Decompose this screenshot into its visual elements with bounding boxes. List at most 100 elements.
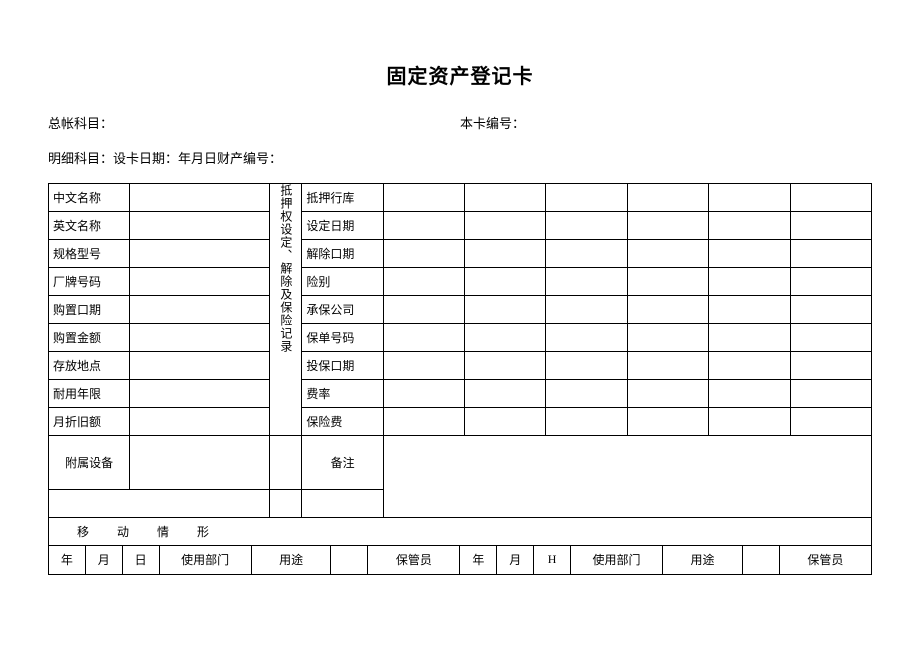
header-row-1: 总帐科目： 本卡编号： <box>48 113 872 132</box>
spacer-mid <box>269 490 302 518</box>
cell[interactable] <box>709 212 790 240</box>
cell[interactable] <box>790 268 871 296</box>
cell[interactable] <box>627 380 708 408</box>
cell[interactable] <box>790 352 871 380</box>
mv-month-2: 月 <box>497 546 534 574</box>
lbl-risk-type: 险别 <box>302 268 383 296</box>
val-purchase-date[interactable] <box>130 296 270 324</box>
cell[interactable] <box>627 324 708 352</box>
lbl-vertical-mortgage: 抵押权设定、解除及保险记录 <box>269 184 302 436</box>
mv-year-2: 年 <box>460 546 497 574</box>
cell[interactable] <box>627 352 708 380</box>
card-no-label: 本卡编号： <box>460 113 872 132</box>
lbl-factory-no: 厂牌号码 <box>49 268 130 296</box>
val-useful-life[interactable] <box>130 380 270 408</box>
val-accessory[interactable] <box>130 436 270 490</box>
cell[interactable] <box>546 324 627 352</box>
cell[interactable] <box>546 268 627 296</box>
cell[interactable] <box>546 184 627 212</box>
lbl-insure-date: 投保口期 <box>302 352 383 380</box>
cell[interactable] <box>709 240 790 268</box>
val-factory-no[interactable] <box>130 268 270 296</box>
val-cn-name[interactable] <box>130 184 270 212</box>
mv-gap-2 <box>742 546 779 574</box>
lbl-premium: 保险费 <box>302 408 383 436</box>
lbl-spec: 规格型号 <box>49 240 130 268</box>
lbl-monthly-dep: 月折旧额 <box>49 408 130 436</box>
cell[interactable] <box>546 296 627 324</box>
cell[interactable] <box>546 380 627 408</box>
cell[interactable] <box>790 380 871 408</box>
cell[interactable] <box>383 296 464 324</box>
cell[interactable] <box>465 212 546 240</box>
cell[interactable] <box>383 212 464 240</box>
lbl-policy-no: 保单号码 <box>302 324 383 352</box>
mv-year-1: 年 <box>49 546 86 574</box>
cell[interactable] <box>627 240 708 268</box>
spacer-lbl <box>302 490 383 518</box>
cell[interactable] <box>383 380 464 408</box>
cell[interactable] <box>383 240 464 268</box>
cell[interactable] <box>383 184 464 212</box>
cell[interactable] <box>465 268 546 296</box>
cell[interactable] <box>465 324 546 352</box>
cell[interactable] <box>383 324 464 352</box>
cell[interactable] <box>790 212 871 240</box>
mv-keeper-1: 保管员 <box>368 546 460 574</box>
cell[interactable] <box>709 184 790 212</box>
lbl-storage: 存放地点 <box>49 352 130 380</box>
cell[interactable] <box>790 184 871 212</box>
cell[interactable] <box>790 408 871 436</box>
val-storage[interactable] <box>130 352 270 380</box>
asset-form-table: 中文名称 抵押权设定、解除及保险记录 抵押行库 英文名称 设定日期 规格型号 <box>48 183 872 546</box>
lbl-rate: 费率 <box>302 380 383 408</box>
ledger-label: 总帐科目： <box>48 113 460 132</box>
cell[interactable] <box>465 184 546 212</box>
val-monthly-dep[interactable] <box>130 408 270 436</box>
cell[interactable] <box>546 240 627 268</box>
cell[interactable] <box>546 212 627 240</box>
cell[interactable] <box>465 380 546 408</box>
mv-day-2: H <box>534 546 571 574</box>
lbl-purchase-amount: 购置金额 <box>49 324 130 352</box>
val-spec[interactable] <box>130 240 270 268</box>
mv-keeper-2: 保管员 <box>779 546 871 574</box>
lbl-en-name: 英文名称 <box>49 212 130 240</box>
cell[interactable] <box>709 380 790 408</box>
cell[interactable] <box>627 212 708 240</box>
cell[interactable] <box>709 324 790 352</box>
mv-day-1: 日 <box>122 546 159 574</box>
lbl-accessory: 附属设备 <box>49 436 130 490</box>
cell[interactable] <box>546 408 627 436</box>
cell[interactable] <box>790 296 871 324</box>
header-row-2: 明细科目：设卡日期：年月日财产编号： <box>48 148 872 167</box>
cell[interactable] <box>627 268 708 296</box>
cell[interactable] <box>546 352 627 380</box>
val-purchase-amount[interactable] <box>130 324 270 352</box>
cell[interactable] <box>627 184 708 212</box>
val-en-name[interactable] <box>130 212 270 240</box>
cell[interactable] <box>465 240 546 268</box>
mv-month-1: 月 <box>85 546 122 574</box>
cell[interactable] <box>465 408 546 436</box>
cell[interactable] <box>790 240 871 268</box>
lbl-release-date: 解除口期 <box>302 240 383 268</box>
cell[interactable] <box>709 296 790 324</box>
cell[interactable] <box>790 324 871 352</box>
lbl-remark: 备注 <box>302 436 383 490</box>
cell[interactable] <box>709 268 790 296</box>
cell[interactable] <box>383 352 464 380</box>
val-remark[interactable] <box>383 436 871 490</box>
cell[interactable] <box>709 352 790 380</box>
cell[interactable] <box>383 408 464 436</box>
cell[interactable] <box>465 352 546 380</box>
cell[interactable] <box>627 408 708 436</box>
cell[interactable] <box>383 268 464 296</box>
movement-table: 年 月 日 使用部门 用途 保管员 年 月 H 使用部门 用途 保管员 <box>48 546 872 575</box>
cell[interactable] <box>465 296 546 324</box>
lbl-cn-name: 中文名称 <box>49 184 130 212</box>
lbl-useful-life: 耐用年限 <box>49 380 130 408</box>
lbl-movement-section: 移动情形 <box>49 518 872 546</box>
cell[interactable] <box>627 296 708 324</box>
cell[interactable] <box>709 408 790 436</box>
